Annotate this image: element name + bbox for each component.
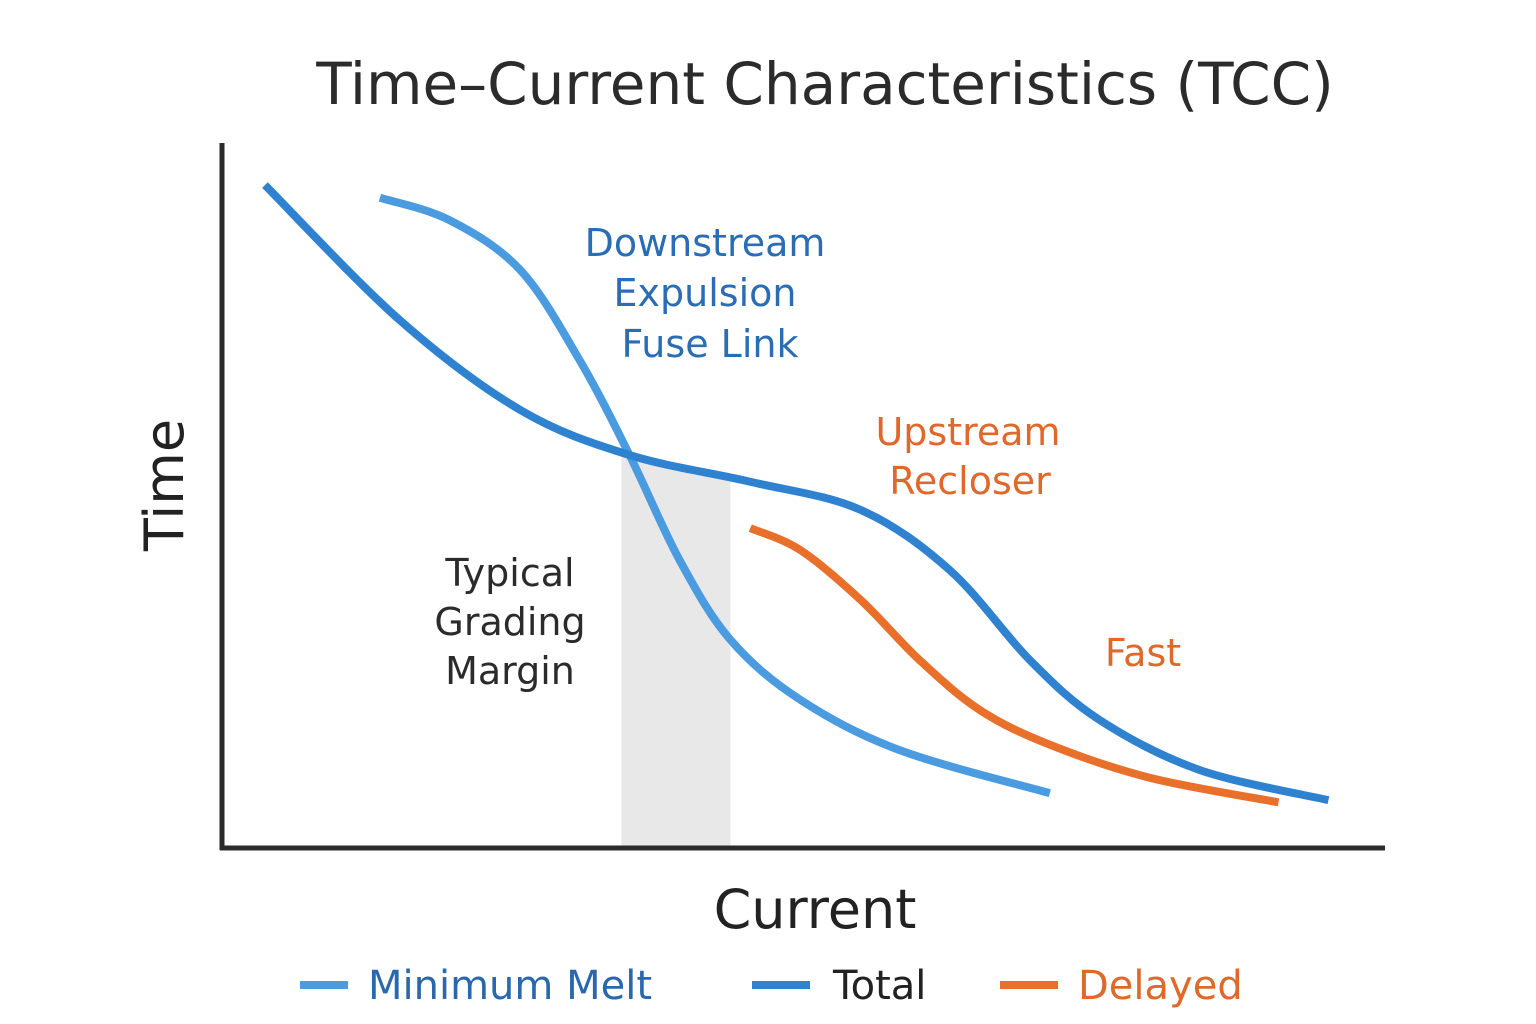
- y-axis-label: Time: [133, 419, 196, 552]
- curve-delayed: [748, 524, 1280, 807]
- chart-title: Time–Current Characteristics (TCC): [315, 50, 1334, 118]
- annotation-fuse-line: Downstream: [585, 221, 826, 265]
- curve-minimum-melt: [378, 193, 1051, 798]
- annotation-recloser-line: Recloser: [889, 459, 1051, 503]
- annotation-margin-line: Margin: [445, 649, 575, 693]
- legend-item-minimum-melt: Minimum Melt: [300, 963, 652, 1009]
- annotation-fuse: Downstream Expulsion Fuse Link: [585, 221, 826, 366]
- legend: Minimum Melt Total Delayed: [300, 963, 1243, 1009]
- x-axis-label: Current: [714, 878, 917, 941]
- grading-margin-band: [621, 451, 731, 848]
- legend-item-total: Total: [752, 963, 926, 1009]
- legend-label: Delayed: [1078, 963, 1243, 1009]
- annotation-fast: Fast: [1105, 631, 1181, 675]
- annotation-margin-line: Typical: [444, 551, 574, 595]
- annotation-fuse-line: Expulsion: [614, 271, 797, 315]
- legend-label: Total: [832, 963, 926, 1009]
- grading-margin-band-layer: [621, 451, 731, 848]
- annotation-recloser: Upstream Recloser: [875, 410, 1060, 503]
- annotation-fuse-line: Fuse Link: [622, 322, 799, 366]
- annotation-margin: Typical Grading Margin: [434, 551, 585, 693]
- legend-label: Minimum Melt: [368, 963, 652, 1009]
- annotation-margin-line: Grading: [434, 600, 585, 644]
- curve-total: [262, 182, 1330, 805]
- curves-layer: [262, 182, 1330, 807]
- legend-item-delayed: Delayed: [1000, 963, 1243, 1009]
- annotation-recloser-line: Upstream: [875, 410, 1060, 454]
